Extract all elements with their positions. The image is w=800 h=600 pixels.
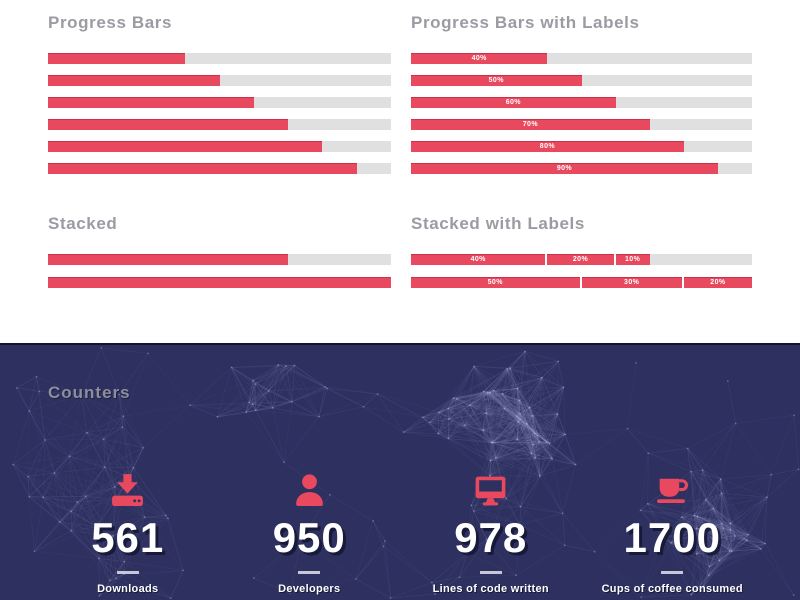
counter: 561 Downloads	[37, 471, 219, 595]
stacked-segment-label: 50%	[487, 279, 503, 286]
progress-bar-fill: 90%	[411, 163, 718, 174]
counter: 1700 Cups of coffee consumed	[582, 471, 764, 595]
progress-bar-label: 80%	[539, 143, 555, 150]
coffee-icon	[656, 478, 688, 503]
progress-bar: 80%	[411, 141, 752, 152]
counter-value: 978	[454, 514, 528, 561]
progress-bar	[48, 141, 391, 152]
counter-divider	[116, 571, 139, 574]
counter-divider	[479, 571, 502, 574]
counters-section: Counters 561 Downloads	[0, 343, 800, 600]
stacked-segment: 30%	[581, 277, 684, 288]
progress-bar-label: 60%	[505, 99, 521, 106]
section-title: Stacked with Labels	[411, 214, 585, 233]
stacked-segment: 40%	[411, 254, 548, 265]
progress-bar	[48, 119, 391, 130]
progress-bar-fill	[48, 97, 254, 108]
progress-bar-fill: 50%	[411, 75, 582, 86]
progress-bar-label: 90%	[556, 165, 573, 172]
stacked-segment-label: 20%	[572, 256, 589, 263]
section-title: Progress Bars	[48, 13, 173, 32]
stacked-segment	[219, 277, 323, 288]
progress-bar	[48, 163, 391, 174]
progress-bar-fill: 40%	[411, 53, 548, 64]
progress-bar: 60%	[411, 97, 752, 108]
counter-divider	[298, 571, 321, 574]
download-icon	[112, 474, 144, 506]
stacked-bar: 40% 20% 10%	[411, 254, 752, 265]
stacked-segment: 20%	[547, 254, 616, 265]
progress-bar-fill	[48, 53, 186, 64]
stacked-segment	[48, 277, 220, 288]
stacked-segment: 20%	[683, 277, 752, 288]
progress-bar-fill	[48, 141, 323, 152]
stacked-segment	[185, 254, 254, 265]
counter-divider	[661, 571, 684, 574]
counter-value: 950	[272, 514, 346, 561]
progress-bar-label: 40%	[471, 55, 487, 62]
progress-bar-fill	[48, 75, 220, 86]
section-title: Stacked	[48, 214, 118, 233]
counter-value: 1700	[623, 514, 721, 561]
section-title: Progress Bars with Labels	[411, 13, 640, 32]
stacked-segment-label: 40%	[470, 256, 486, 263]
progress-bar: 70%	[411, 119, 752, 130]
progress-bar-label: 70%	[522, 121, 538, 128]
counter-label: Lines of code written	[432, 583, 549, 595]
stacked-bar: 50% 30% 20%	[411, 277, 752, 288]
counter-label: Developers	[278, 583, 341, 595]
user-icon	[295, 474, 323, 506]
counter: 950 Developers	[219, 471, 401, 595]
counter-row: 561 Downloads 950 Developers	[37, 471, 763, 595]
section-progress-bars: Progress Bars	[48, 13, 391, 174]
progress-bar-fill: 70%	[411, 119, 650, 130]
stacked-bar	[48, 254, 391, 265]
counter-label: Cups of coffee consumed	[601, 583, 743, 595]
counter: 978 Lines of code written	[400, 471, 582, 595]
counter-value: 561	[91, 514, 165, 561]
progress-bar-fill	[48, 163, 357, 174]
progress-bar-fill	[48, 119, 289, 130]
progress-bar: 90%	[411, 163, 752, 174]
progress-bar: 50%	[411, 75, 752, 86]
progress-bar	[48, 97, 391, 108]
stacked-segment	[48, 254, 186, 265]
stacked-segment: 10%	[615, 254, 650, 265]
progress-bar-fill: 80%	[411, 141, 684, 152]
progress-bar	[48, 53, 391, 64]
section-progress-bars-labeled: Progress Bars with Labels 40% 50% 60% 70…	[411, 13, 752, 174]
section-stacked-labeled: Stacked with Labels 40% 20% 10% 50% 30% 20%	[411, 214, 752, 288]
stacked-segment-label: 10%	[625, 256, 641, 263]
progress-bar: 40%	[411, 53, 752, 64]
stacked-segment: 50%	[411, 277, 582, 288]
section-title: Counters	[48, 383, 131, 402]
monitor-icon	[475, 476, 506, 506]
progress-bar-label: 50%	[488, 77, 504, 84]
progress-bar	[48, 75, 391, 86]
stacked-segment-label: 30%	[624, 279, 640, 286]
stacked-segment	[322, 277, 391, 288]
stacked-bar	[48, 277, 391, 288]
stacked-segment-label: 20%	[710, 279, 726, 286]
stacked-segment	[253, 254, 289, 265]
section-stacked: Stacked	[48, 214, 391, 288]
progress-bar-fill: 60%	[411, 97, 616, 108]
counter-label: Downloads	[97, 583, 159, 595]
